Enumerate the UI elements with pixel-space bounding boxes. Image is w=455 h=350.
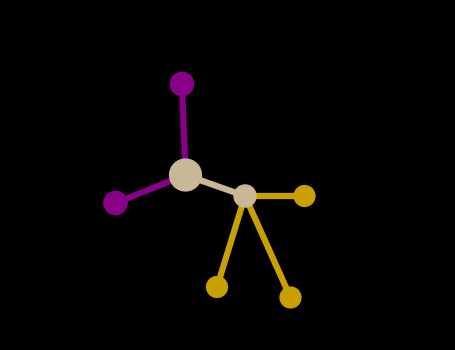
Text: F: F: [298, 187, 311, 205]
Circle shape: [104, 191, 127, 215]
Text: As: As: [174, 166, 197, 184]
Circle shape: [280, 287, 301, 308]
Circle shape: [234, 185, 256, 207]
Circle shape: [207, 276, 228, 298]
Circle shape: [170, 159, 202, 191]
Circle shape: [170, 72, 194, 96]
Text: F: F: [284, 288, 297, 307]
Text: I: I: [112, 194, 119, 212]
Text: I: I: [179, 75, 185, 93]
Text: F: F: [211, 278, 223, 296]
Circle shape: [294, 186, 315, 206]
